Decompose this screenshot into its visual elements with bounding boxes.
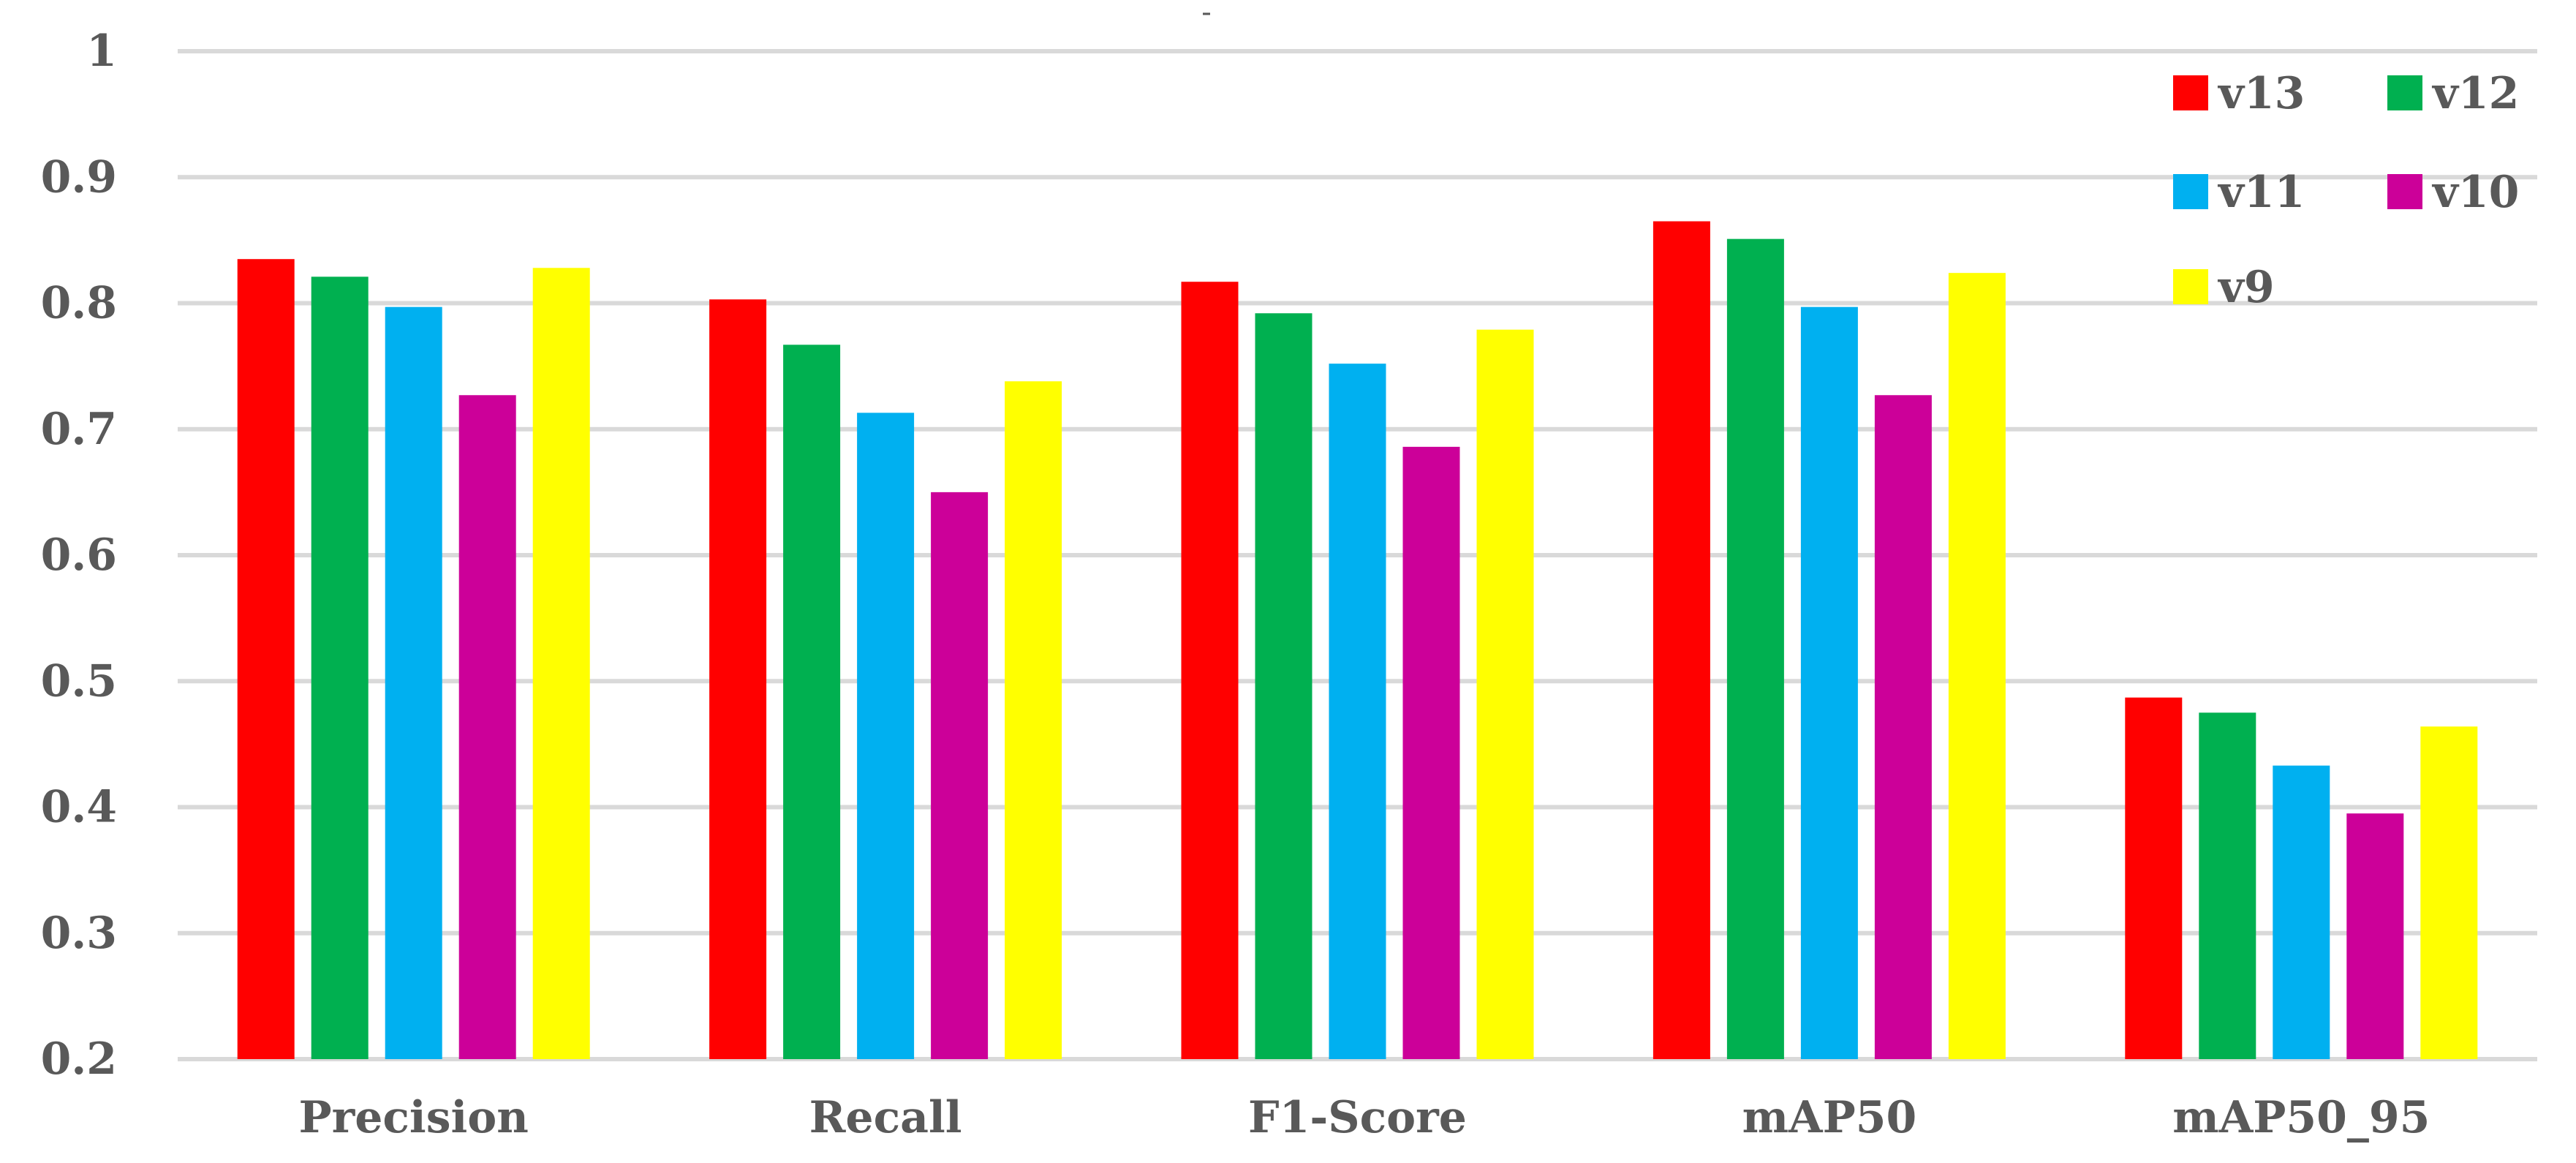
bar-v9-map50 [1948, 273, 2006, 1059]
legend-label-v13: v13 [2217, 68, 2305, 119]
y-tick-label: 0.8 [41, 278, 117, 329]
bar-v12-map50 [1726, 238, 1784, 1060]
x-category-label: F1-Score [1248, 1092, 1467, 1143]
legend-swatch-v11 [2173, 174, 2208, 209]
x-category-label: Recall [809, 1092, 962, 1143]
bars [237, 221, 2478, 1060]
bar-v13-map50_95 [2125, 697, 2183, 1059]
bar-v13-f1-score [1181, 282, 1239, 1059]
bar-v12-map50_95 [2199, 712, 2256, 1059]
y-tick-label: 0.4 [41, 782, 117, 833]
y-tick-label: 0.9 [41, 151, 117, 203]
bar-v9-recall [1005, 381, 1062, 1059]
bar-v11-map50_95 [2273, 765, 2330, 1059]
legend: v13 v12 v11 v10 v9 [2173, 68, 2519, 313]
legend-label-v12: v12 [2431, 68, 2519, 119]
x-category-label: mAP50 [1742, 1092, 1917, 1143]
bar-v10-precision [458, 395, 516, 1059]
bar-v10-f1-score [1402, 446, 1460, 1059]
legend-swatch-v10 [2387, 174, 2422, 209]
bar-v11-f1-score [1329, 364, 1386, 1059]
y-tick-label: 0.3 [41, 908, 117, 959]
bar-v11-map50 [1800, 306, 1858, 1060]
bar-v11-precision [385, 306, 442, 1060]
y-tick-label: 0.2 [41, 1034, 117, 1085]
bar-v10-recall [931, 492, 989, 1059]
bar-v11-recall [857, 413, 915, 1059]
bar-v12-recall [783, 345, 841, 1059]
y-tick-label: 0.5 [41, 655, 117, 707]
y-tick-label: 1 [86, 26, 117, 77]
chart-title: - [1201, 0, 1212, 29]
bar-v13-precision [237, 259, 295, 1059]
y-axis-tick-labels: 0.2 0.3 0.4 0.5 0.6 0.7 0.8 0.9 1 [41, 26, 117, 1085]
legend-swatch-v9 [2173, 269, 2208, 304]
bar-v13-recall [709, 299, 767, 1059]
bar-v9-f1-score [1476, 329, 1534, 1059]
legend-swatch-v13 [2173, 75, 2208, 110]
y-tick-label: 0.6 [41, 530, 117, 581]
bar-v13-map50 [1653, 221, 1710, 1060]
bar-v9-map50_95 [2420, 726, 2478, 1059]
bar-v10-map50 [1874, 395, 1932, 1059]
legend-label-v11: v11 [2217, 167, 2305, 218]
legend-swatch-v12 [2387, 75, 2422, 110]
bar-v10-map50_95 [2346, 813, 2404, 1059]
x-category-label: Precision [298, 1092, 528, 1143]
legend-label-v10: v10 [2431, 167, 2519, 218]
bar-v12-precision [311, 276, 369, 1059]
bar-v9-precision [532, 268, 590, 1059]
x-axis-category-labels: Precision Recall F1-Score mAP50 mAP50_95 [298, 1092, 2430, 1143]
bar-v12-f1-score [1255, 313, 1312, 1059]
legend-label-v9: v9 [2217, 262, 2275, 313]
y-tick-label: 0.7 [41, 404, 117, 455]
x-category-label: mAP50_95 [2172, 1092, 2430, 1143]
